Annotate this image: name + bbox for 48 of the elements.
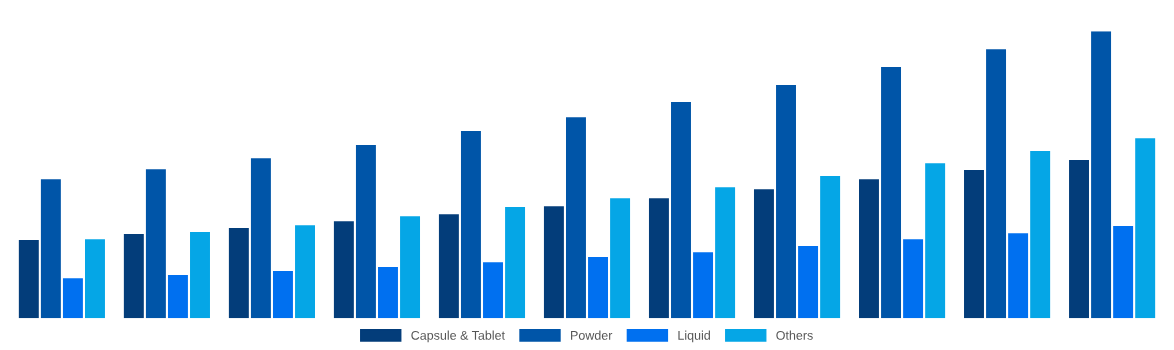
bar: [693, 252, 714, 319]
bar: [648, 198, 669, 319]
bar: [400, 216, 421, 319]
bar: [986, 49, 1007, 319]
bar: [355, 145, 376, 319]
bar: [378, 267, 398, 319]
bar: [333, 221, 354, 319]
bar: [62, 278, 83, 319]
bar: [1091, 31, 1112, 319]
bar: [190, 232, 210, 319]
bar: [145, 169, 166, 319]
bar: [295, 225, 315, 319]
legend-label: Liquid: [678, 330, 710, 343]
bar: [505, 207, 526, 319]
bar: [610, 198, 631, 319]
legend-label: Powder: [571, 330, 613, 340]
bar: [272, 271, 293, 319]
legend-label: Capsule & Tablet: [411, 330, 505, 343]
bar: [881, 67, 902, 319]
bar: [753, 189, 774, 319]
bar: [438, 214, 459, 319]
bar: [250, 158, 271, 319]
bar: [18, 240, 39, 319]
bar: [85, 239, 105, 319]
bar: [925, 163, 946, 319]
bar: [460, 131, 481, 319]
bar: [40, 179, 61, 319]
bar: [483, 262, 503, 319]
bar: [123, 234, 144, 319]
bar: [566, 117, 586, 319]
bar: [1030, 151, 1051, 319]
bar: [715, 187, 736, 319]
legend-label: Others: [776, 330, 813, 340]
bar: [1069, 160, 1089, 319]
bar: [798, 246, 819, 319]
bar: [167, 275, 188, 319]
bar: [543, 206, 564, 319]
bar: [588, 257, 608, 319]
bar: [1135, 138, 1156, 319]
bar: [964, 170, 984, 319]
bar: [859, 179, 879, 319]
bar: [776, 85, 796, 319]
bar: [1008, 233, 1029, 319]
bar: [228, 228, 249, 319]
bar: [671, 102, 691, 319]
bar: [903, 239, 924, 319]
bar: [1113, 226, 1134, 319]
bar: [820, 176, 841, 319]
